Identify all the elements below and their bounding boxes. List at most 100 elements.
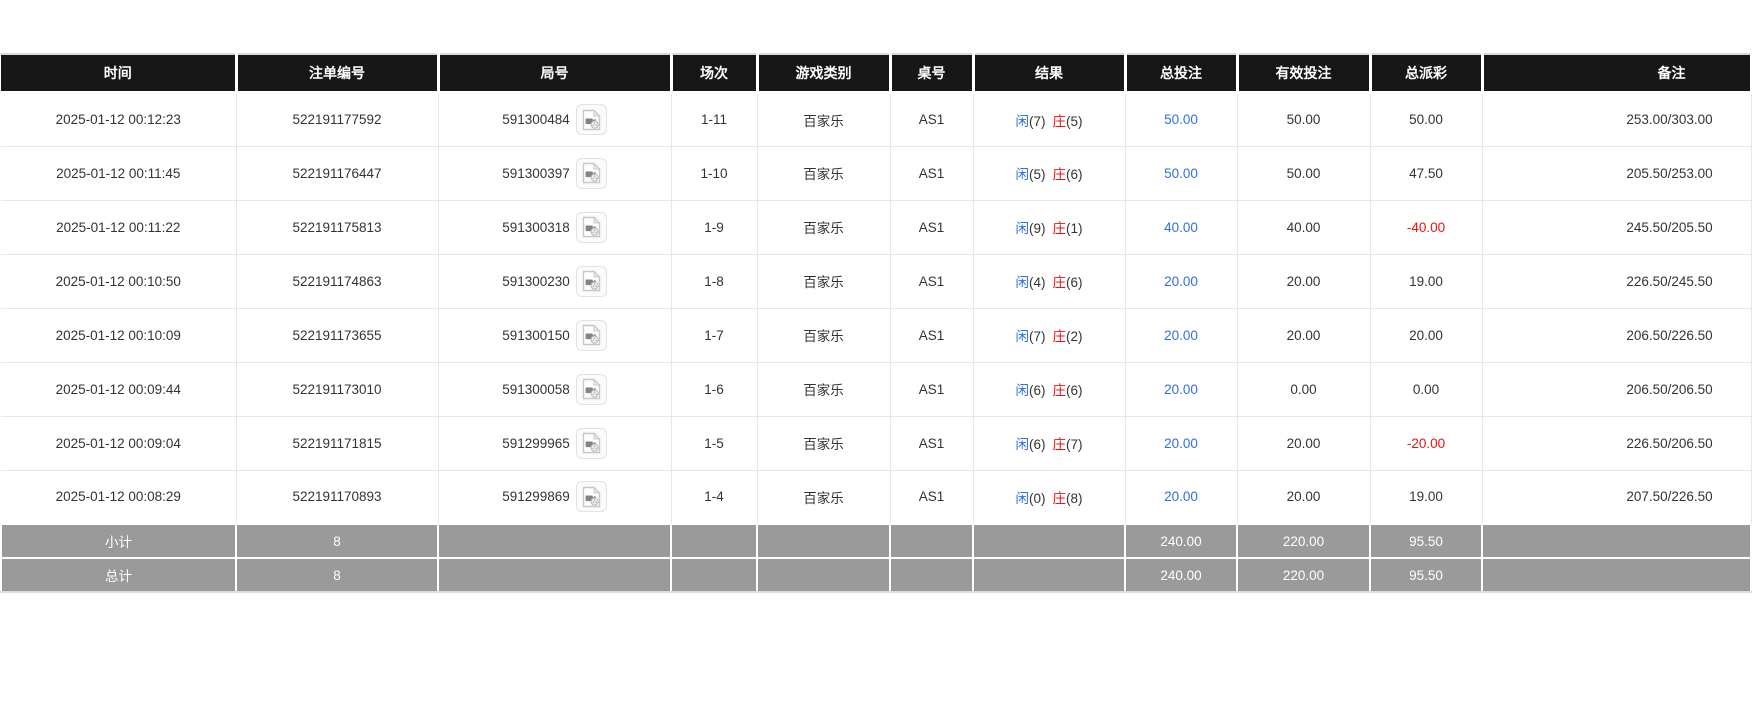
total-bet-link[interactable]: 20.00 <box>1124 307 1238 363</box>
valid-bet-cell: 20.00 <box>1236 415 1371 471</box>
col-header-valid-bet: 有效投注 <box>1235 53 1372 94</box>
table-no-cell: AS1 <box>889 361 974 417</box>
total-bet-link[interactable]: 50.00 <box>1124 91 1238 147</box>
round-id-cell: 591300397 <box>437 145 672 201</box>
table-body: 2025-01-12 00:12:23 522191177592 5913004… <box>0 91 1752 593</box>
player-result-value: (6) <box>1029 383 1046 398</box>
summary-count: 8 <box>235 557 439 593</box>
round-id-value: 591299965 <box>502 435 570 451</box>
col-header-game-type: 游戏类别 <box>755 53 892 94</box>
total-bet-link[interactable]: 50.00 <box>1124 145 1238 201</box>
round-media-button[interactable] <box>575 373 607 405</box>
summary-payout: 95.50 <box>1369 557 1483 593</box>
table-no-cell: AS1 <box>889 91 974 147</box>
round-id-value: 591300318 <box>502 219 570 235</box>
broken-image-icon <box>582 162 601 184</box>
banker-result-value: (1) <box>1066 221 1083 236</box>
table-row: 2025-01-12 00:09:04 522191171815 5912999… <box>1 415 1752 471</box>
summary-label: 小计 <box>0 523 237 559</box>
round-id-value: 591300230 <box>502 273 570 289</box>
banker-result-value: (2) <box>1066 329 1083 344</box>
time-cell: 2025-01-12 00:12:23 <box>1 91 237 147</box>
banker-result-value: (6) <box>1066 383 1083 398</box>
col-header-bet-id: 注单编号 <box>234 53 440 94</box>
col-header-table-no: 桌号 <box>888 53 975 94</box>
player-result-value: (9) <box>1029 221 1046 236</box>
round-media-button[interactable] <box>575 427 607 459</box>
table-no-cell: AS1 <box>889 469 974 525</box>
col-header-total-bet: 总投注 <box>1123 53 1239 94</box>
player-result-value: (6) <box>1029 437 1046 452</box>
round-id-cell: 591300484 <box>437 91 672 147</box>
player-result-value: (5) <box>1029 167 1046 182</box>
round-id-cell: 591299869 <box>437 469 672 525</box>
round-id-cell: 591300318 <box>437 199 672 255</box>
col-header-remark: 备注 <box>1480 53 1753 94</box>
col-header-payout: 总派彩 <box>1368 53 1484 94</box>
session-cell: 1-7 <box>670 307 758 363</box>
broken-image-icon <box>582 324 601 346</box>
payout-cell: 0.00 <box>1369 361 1483 417</box>
time-cell: 2025-01-12 00:09:04 <box>1 415 237 471</box>
broken-image-icon <box>582 216 601 238</box>
game-type-cell: 百家乐 <box>756 361 891 417</box>
total-bet-link[interactable]: 40.00 <box>1124 199 1238 255</box>
bet-records-table-wrap: 时间 注单编号 局号 场次 游戏类别 桌号 结果 总投注 有效投注 总派彩 备注… <box>0 53 1757 593</box>
table-header-row: 时间 注单编号 局号 场次 游戏类别 桌号 结果 总投注 有效投注 总派彩 备注 <box>1 53 1753 94</box>
result-cell: 闲(5) 庄(6) <box>972 145 1126 201</box>
round-media-button[interactable] <box>575 265 607 297</box>
time-cell: 2025-01-12 00:09:44 <box>1 361 237 417</box>
bet-id-cell: 522191176447 <box>235 145 439 201</box>
result-cell: 闲(0) 庄(8) <box>972 469 1126 525</box>
round-id-cell: 591300058 <box>437 361 672 417</box>
time-cell: 2025-01-12 00:11:22 <box>1 199 237 255</box>
table-row: 2025-01-12 00:10:09 522191173655 5913001… <box>1 307 1752 363</box>
table-row: 2025-01-12 00:08:29 522191170893 5912998… <box>1 469 1752 525</box>
player-result-value: (0) <box>1029 490 1046 506</box>
session-cell: 1-10 <box>670 145 758 201</box>
round-id-value: 591300150 <box>502 327 570 343</box>
total-bet-link[interactable]: 20.00 <box>1124 253 1238 309</box>
table-row: 2025-01-12 00:09:44 522191173010 5913000… <box>1 361 1752 417</box>
remark-cell: 207.50/226.50 <box>1481 469 1752 525</box>
game-type-cell: 百家乐 <box>756 145 891 201</box>
table-row: 2025-01-12 00:11:22 522191175813 5913003… <box>1 199 1752 255</box>
table-no-cell: AS1 <box>889 145 974 201</box>
bet-id-cell: 522191177592 <box>235 91 439 147</box>
remark-cell: 226.50/206.50 <box>1481 415 1752 471</box>
summary-payout: 95.50 <box>1369 523 1483 559</box>
round-media-button[interactable] <box>575 211 607 243</box>
round-media-button[interactable] <box>575 319 607 351</box>
col-header-time: 时间 <box>1 53 238 94</box>
bet-id-cell: 522191173010 <box>235 361 439 417</box>
round-id-value: 591300397 <box>502 165 570 181</box>
bet-id-cell: 522191170893 <box>235 469 439 525</box>
player-result-label: 闲 <box>1015 167 1030 182</box>
game-type-cell: 百家乐 <box>756 91 891 147</box>
round-media-button[interactable] <box>575 481 607 513</box>
time-cell: 2025-01-12 00:10:09 <box>1 307 237 363</box>
table-row: 2025-01-12 00:12:23 522191177592 5913004… <box>1 91 1752 147</box>
total-bet-link[interactable]: 20.00 <box>1124 415 1238 471</box>
session-cell: 1-8 <box>670 253 758 309</box>
summary-valid-bet: 220.00 <box>1236 557 1371 593</box>
total-bet-link[interactable]: 20.00 <box>1124 469 1238 525</box>
remark-cell: 206.50/206.50 <box>1481 361 1752 417</box>
banker-result-label: 庄 <box>1052 113 1067 129</box>
game-type-cell: 百家乐 <box>756 253 891 309</box>
valid-bet-cell: 20.00 <box>1236 253 1371 309</box>
remark-cell: 226.50/245.50 <box>1481 253 1752 309</box>
remark-cell: 205.50/253.00 <box>1481 145 1752 201</box>
session-cell: 1-11 <box>670 91 758 147</box>
result-cell: 闲(4) 庄(6) <box>972 253 1126 309</box>
summary-count: 8 <box>235 523 439 559</box>
col-header-session: 场次 <box>669 53 759 94</box>
round-media-button[interactable] <box>575 157 607 189</box>
round-media-button[interactable] <box>575 104 607 135</box>
remark-cell: 253.00/303.00 <box>1481 91 1752 147</box>
game-type-cell: 百家乐 <box>756 307 891 363</box>
payout-cell: 19.00 <box>1369 469 1483 525</box>
round-id-cell: 591300150 <box>437 307 672 363</box>
total-bet-link[interactable]: 20.00 <box>1124 361 1238 417</box>
col-header-result: 结果 <box>971 53 1127 94</box>
